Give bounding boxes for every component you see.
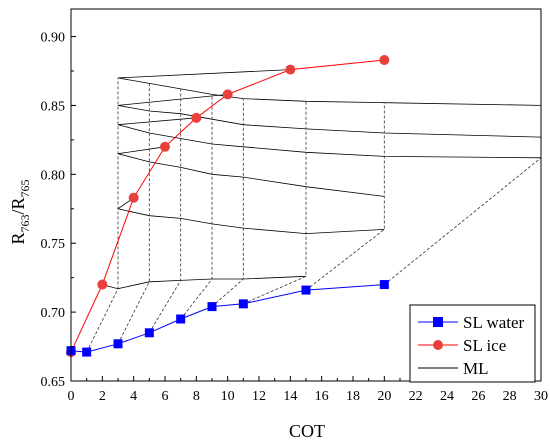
ml-mesh-col-2: [117, 83, 150, 344]
x-tick-label: 20: [377, 389, 391, 404]
x-tick-label: 2: [99, 389, 106, 404]
ml-mesh-row-1: [117, 197, 385, 235]
sl-ice-point: [191, 112, 202, 123]
sl-ice-point: [97, 279, 108, 290]
axes: 0 2 4 6 8 10 12 14 16 18 20 22 24 26 28 300.650.700.750…: [41, 8, 548, 404]
ml-mesh-col-4: [180, 94, 213, 320]
x-tick-label: 10: [221, 389, 235, 404]
x-axis-title: COT: [289, 421, 325, 441]
ml-mesh-col-5: [211, 98, 244, 307]
ml-mesh-col-3: [148, 88, 182, 334]
y-tick-label: 0.80: [41, 168, 66, 183]
legend-label-ml: ML: [463, 359, 489, 378]
x-tick-label: 6: [162, 389, 169, 404]
y-tick-label: 0.70: [41, 306, 66, 321]
ml-mesh-row-4: [117, 94, 542, 138]
ml-mesh-col-8: [384, 105, 542, 285]
x-tick-label: 12: [252, 389, 266, 404]
sl-ice-line: [70, 59, 385, 353]
sl-ice-point: [222, 89, 233, 100]
x-tick-label: 26: [471, 389, 485, 404]
ml-mesh-row-3: [117, 117, 542, 159]
legend: SL water SL ice ML: [409, 304, 536, 383]
sl-ice-point: [379, 54, 390, 65]
y-tick-label: 0.75: [41, 237, 66, 252]
y-tick-label: 0.65: [41, 375, 66, 390]
x-tick-label: 28: [503, 389, 517, 404]
x-tick-label: 0: [68, 389, 75, 404]
x-tick-label: 18: [346, 389, 360, 404]
legend-marker-sl-water: [433, 317, 443, 327]
y-tick-label: 0.85: [41, 99, 66, 114]
ml-mesh-col-6: [243, 101, 307, 305]
legend-label-sl-water: SL water: [463, 313, 525, 332]
sl-ice-point: [285, 64, 296, 75]
y-tick-label: 0.90: [41, 31, 66, 46]
legend-box: [409, 304, 536, 383]
sl-water-point: [113, 339, 123, 349]
ml-mesh-col-7: [305, 102, 385, 291]
ml-mesh-col-1: [86, 77, 119, 353]
sl-water-point: [207, 302, 217, 312]
x-tick-label: 8: [193, 389, 200, 404]
x-tick-label: 30: [534, 389, 548, 404]
x-tick-label: 24: [440, 389, 454, 404]
x-tick-label: 22: [409, 389, 423, 404]
x-tick-label: 14: [283, 389, 297, 404]
legend-label-sl-ice: SL ice: [463, 336, 506, 355]
sl-water-point: [176, 314, 186, 324]
ml-mesh-row-2: [117, 146, 385, 197]
sl-water-point: [238, 299, 248, 309]
x-tick-label: 16: [315, 389, 329, 404]
sl-ice-point: [160, 141, 170, 152]
sl-water-point: [82, 347, 92, 357]
sl-water-point: [144, 328, 154, 338]
ml-mesh-row-5: [117, 69, 542, 106]
legend-marker-sl-ice: [433, 340, 443, 350]
y-axis-title: R763/R765: [8, 179, 32, 244]
x-tick-label: 4: [130, 389, 137, 404]
ml-mesh-row-0: [102, 275, 307, 290]
series-layer: [66, 54, 390, 358]
sl-ice-point: [128, 192, 139, 203]
sl-water-point: [379, 280, 389, 290]
sl-water-point: [301, 285, 311, 295]
